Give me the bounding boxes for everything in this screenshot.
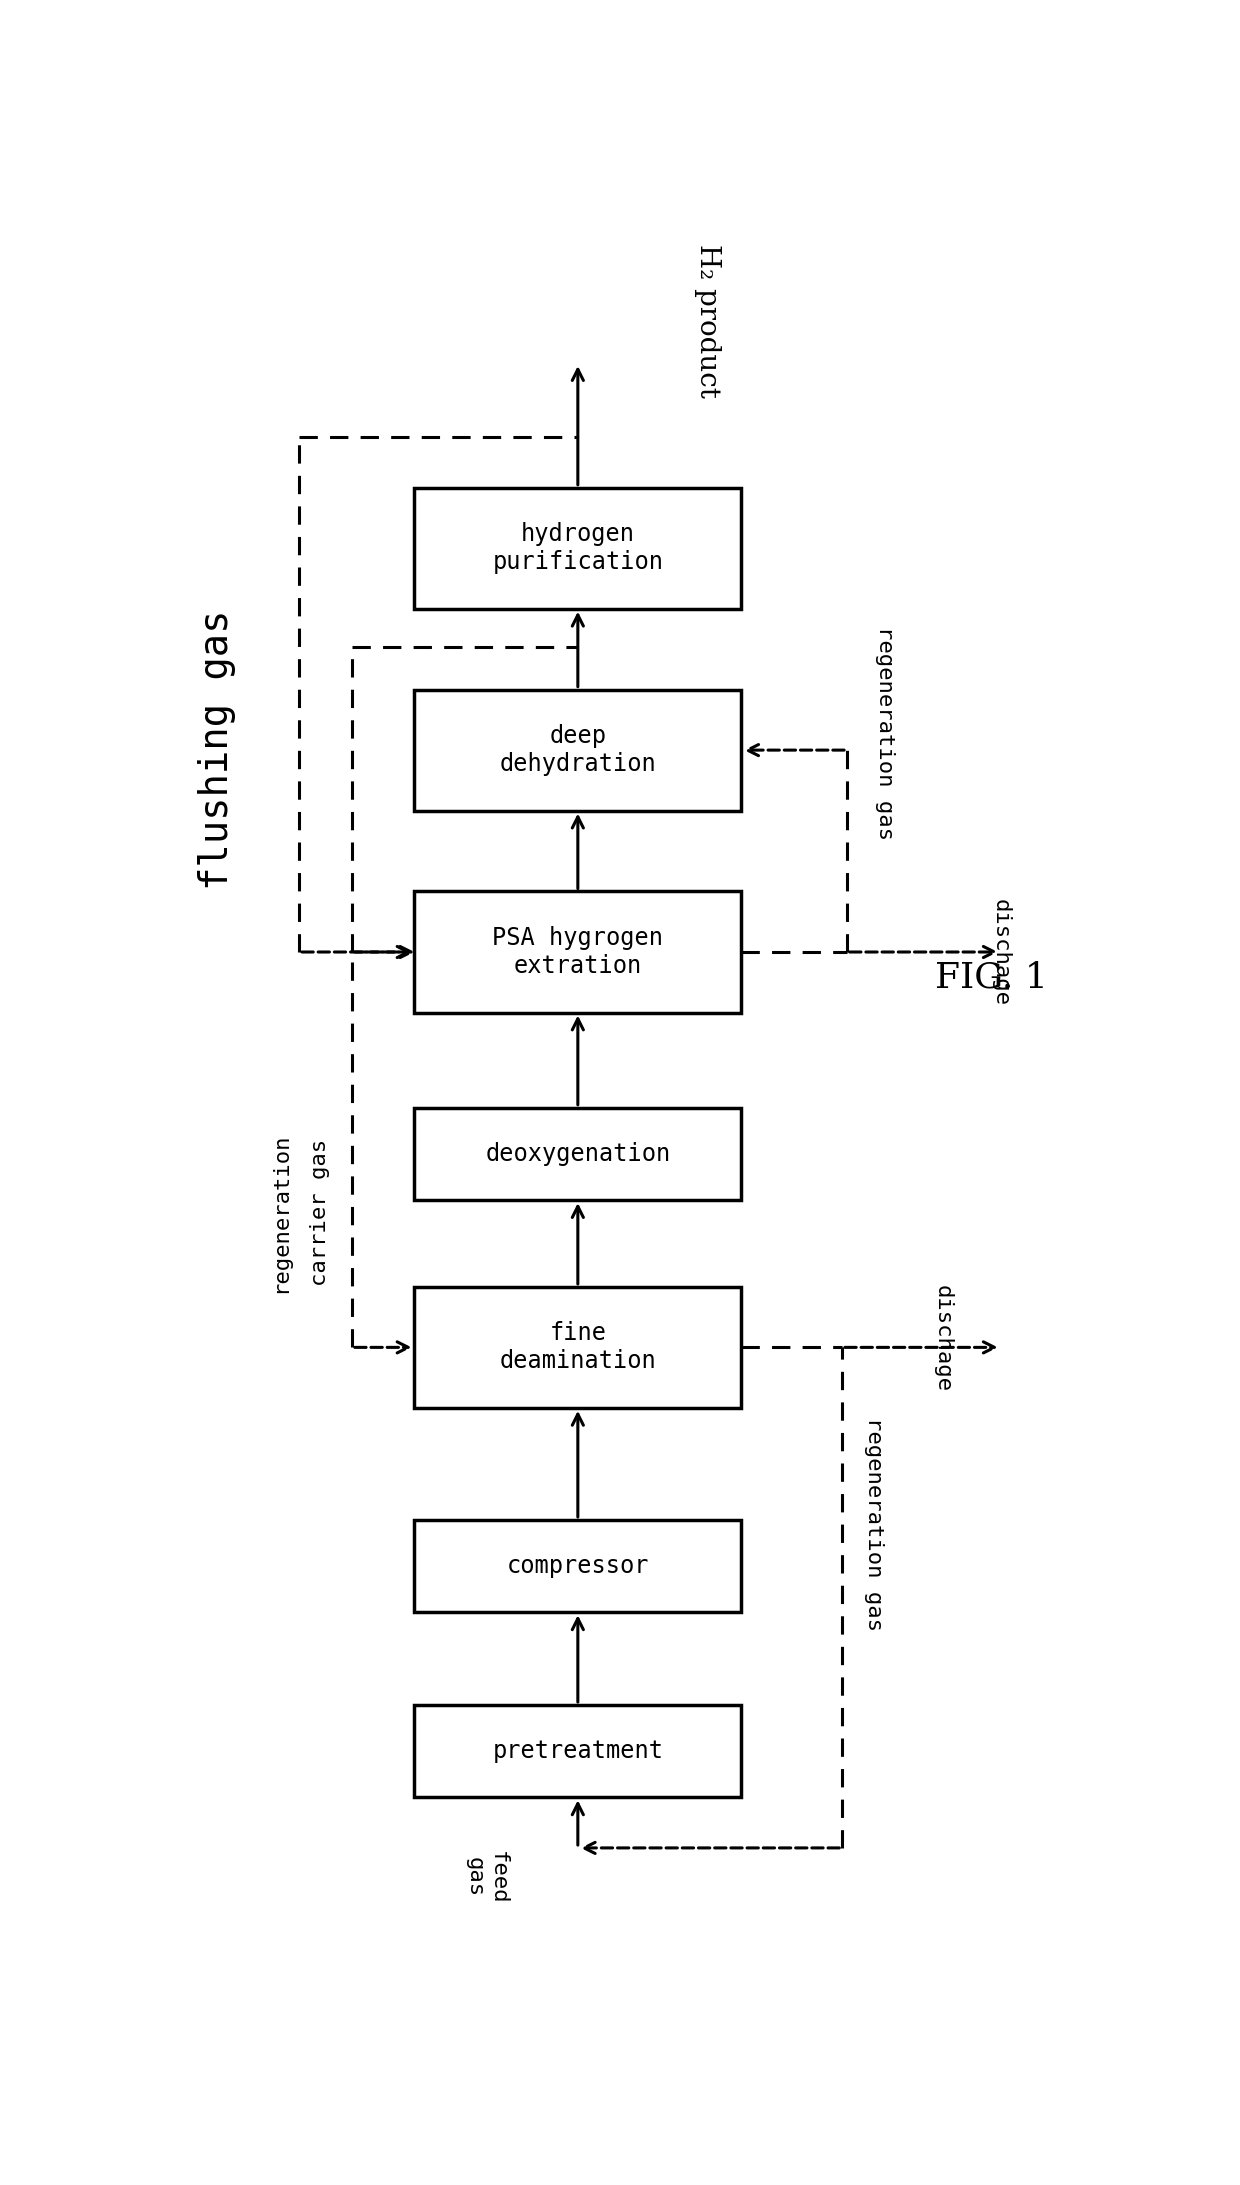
Text: dischage: dischage xyxy=(932,1285,954,1392)
Text: fine
deamination: fine deamination xyxy=(500,1322,656,1374)
Text: dischage: dischage xyxy=(991,898,1011,1005)
Text: regeneration gas: regeneration gas xyxy=(875,627,895,841)
Bar xyxy=(414,487,742,610)
Text: flushing gas: flushing gas xyxy=(198,610,237,889)
Text: regeneration: regeneration xyxy=(270,1132,290,1294)
Text: H₂ product: H₂ product xyxy=(694,245,722,398)
Text: pretreatment: pretreatment xyxy=(492,1739,663,1763)
Bar xyxy=(414,1704,742,1798)
Text: FIG. 1: FIG. 1 xyxy=(935,959,1048,994)
Bar xyxy=(414,891,742,1012)
Text: PSA hygrogen
extration: PSA hygrogen extration xyxy=(492,926,663,979)
Text: deoxygenation: deoxygenation xyxy=(485,1143,671,1167)
Bar xyxy=(414,1108,742,1200)
Bar xyxy=(414,1521,742,1613)
Text: hydrogen
purification: hydrogen purification xyxy=(492,522,663,575)
Text: carrier gas: carrier gas xyxy=(310,1138,330,1287)
Text: deep
dehydration: deep dehydration xyxy=(500,723,656,776)
Bar xyxy=(414,1287,742,1407)
Bar xyxy=(414,690,742,811)
Text: compressor: compressor xyxy=(507,1554,649,1578)
Text: feed
gas: feed gas xyxy=(465,1851,508,1903)
Text: regeneration gas: regeneration gas xyxy=(864,1418,884,1630)
